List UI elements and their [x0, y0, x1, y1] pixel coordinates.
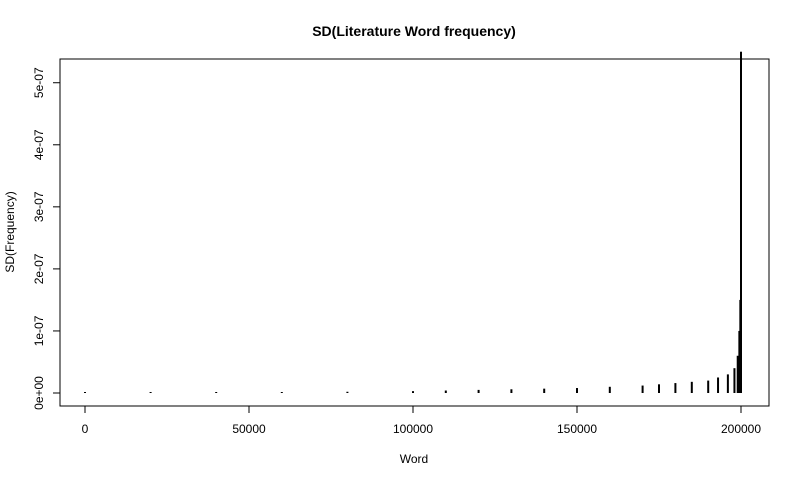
y-tick-label: 2e-07: [32, 253, 46, 284]
y-tick-label: 3e-07: [32, 191, 46, 222]
data-point: [477, 389, 480, 393]
y-tick-label: 1e-07: [32, 315, 46, 346]
x-axis-label: Word: [400, 452, 428, 466]
x-tick-label: 100000: [393, 422, 433, 436]
data-point: [84, 392, 86, 393]
data-points: [84, 51, 742, 394]
data-point: [543, 388, 546, 393]
y-axis-label: SD(Frequency): [3, 191, 17, 272]
x-tick-label: 0: [82, 422, 89, 436]
y-tick-label: 0e+00: [32, 376, 46, 410]
data-point: [280, 392, 283, 393]
data-point: [726, 374, 729, 393]
data-point: [674, 383, 677, 393]
x-axis: 0 50000 100000 150000 200000: [82, 405, 761, 436]
data-point: [690, 381, 693, 393]
data-point: [444, 390, 447, 393]
x-tick-label: 200000: [721, 422, 761, 436]
data-point: [608, 386, 611, 393]
data-point: [510, 389, 513, 393]
data-point: [576, 388, 578, 393]
data-point: [717, 377, 720, 393]
data-point: [707, 380, 710, 393]
data-point: [641, 385, 644, 393]
plot-frame: [59, 58, 770, 407]
x-tick-label: 150000: [557, 422, 597, 436]
y-tick-label: 4e-07: [32, 129, 46, 160]
y-tick-label: 5e-07: [32, 67, 46, 98]
data-point: [215, 392, 218, 393]
chart-title: SD(Literature Word frequency): [312, 23, 516, 39]
x-tick-label: 50000: [232, 422, 266, 436]
data-point: [149, 392, 152, 393]
data-point: [740, 51, 742, 394]
data-point: [412, 391, 414, 393]
data-point: [346, 391, 349, 393]
y-axis: 0e+00 1e-07 2e-07 3e-07 4e-07 5e-07: [32, 67, 61, 410]
data-point: [736, 355, 739, 393]
data-point: [733, 368, 736, 393]
data-point: [658, 384, 660, 393]
